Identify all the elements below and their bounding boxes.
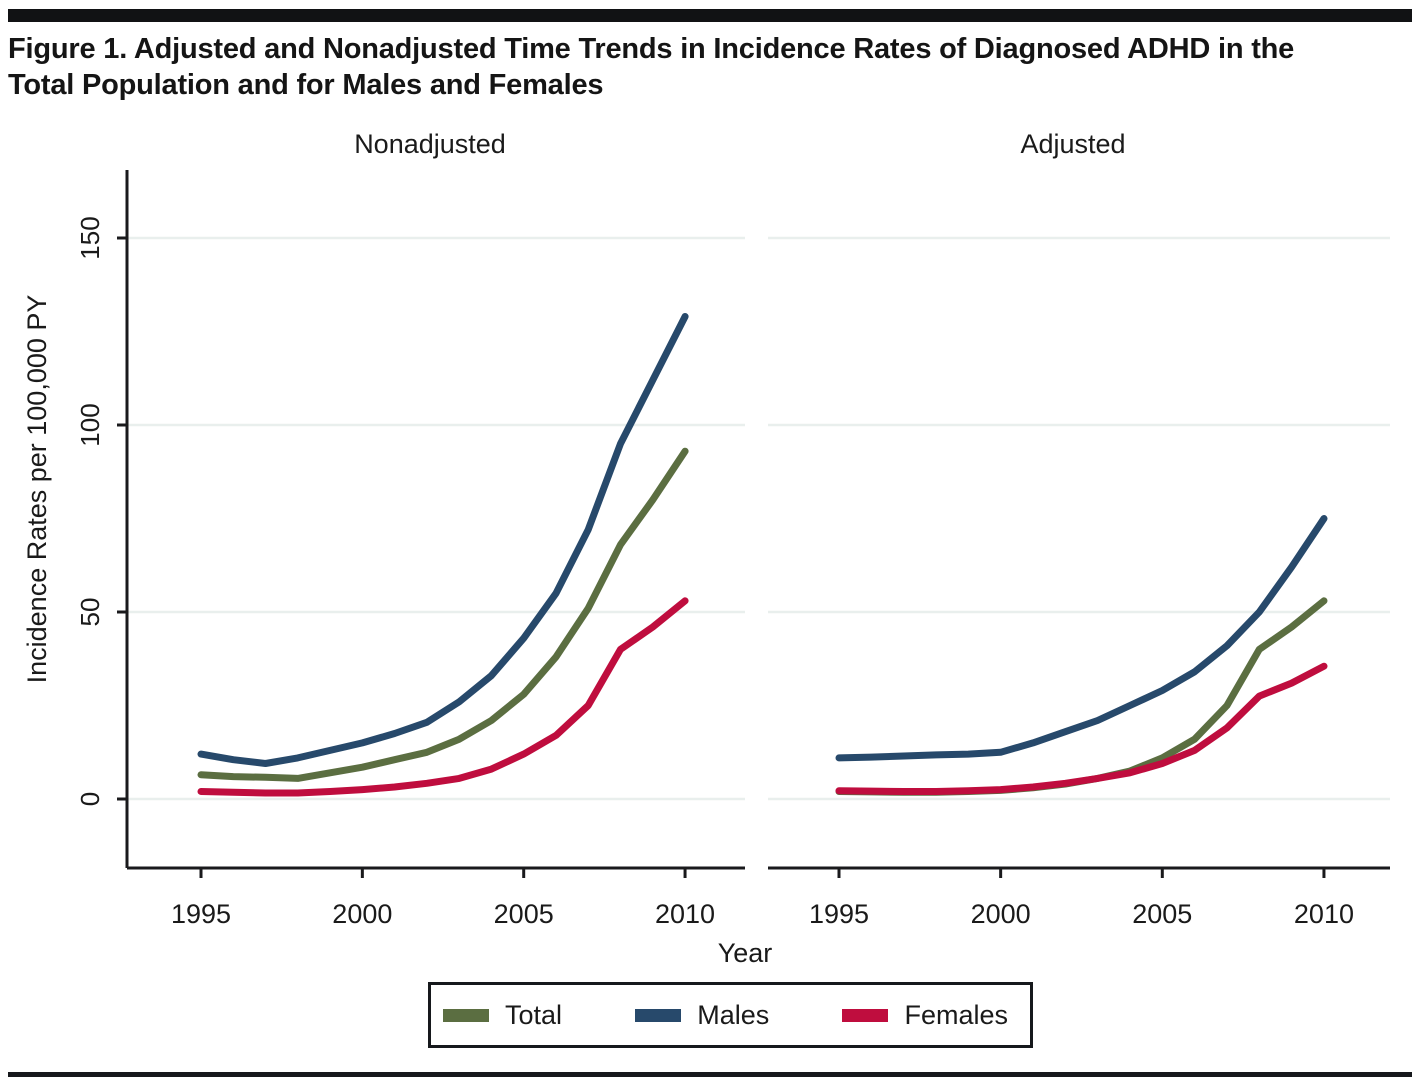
x-tick-label: 2005	[1132, 899, 1192, 929]
y-tick-label: 50	[75, 598, 105, 627]
legend-swatch-total	[443, 1008, 489, 1022]
legend-swatch-females	[842, 1008, 889, 1022]
bottom-rule	[8, 1072, 1412, 1077]
legend-swatch-males	[635, 1008, 682, 1022]
panel-title: Nonadjusted	[354, 129, 506, 159]
legend-entry-males: Males	[635, 1000, 769, 1031]
legend-label-females: Females	[904, 999, 1008, 1030]
y-tick-label: 100	[75, 403, 105, 446]
series-line-total-adjusted	[835, 597, 1328, 796]
x-tick-label: 1995	[809, 899, 869, 929]
series-line-total-nonadjusted	[197, 447, 689, 782]
x-tick-label: 2000	[971, 899, 1031, 929]
x-tick-label: 2005	[494, 899, 554, 929]
x-tick-label: 2010	[655, 899, 715, 929]
y-tick-label: 0	[75, 792, 105, 806]
series-line-females-nonadjusted	[197, 597, 689, 797]
figure-title: Figure 1. Adjusted and Nonadjusted Time …	[8, 33, 1295, 101]
x-tick-label: 2010	[1294, 899, 1354, 929]
legend-label-total: Total	[505, 999, 563, 1030]
legend-label-males: Males	[697, 999, 770, 1030]
series-line-females-adjusted	[835, 662, 1328, 795]
x-tick-label: 1995	[171, 899, 231, 929]
series-line-males-nonadjusted	[197, 313, 689, 767]
legend-entry-total: Total	[443, 1000, 562, 1031]
top-rule	[8, 9, 1412, 22]
y-tick-label: 150	[75, 216, 105, 259]
panel-title: Adjusted	[1020, 129, 1125, 159]
x-axis-title: Year	[717, 938, 773, 968]
x-tick-label: 2000	[332, 899, 392, 929]
y-axis-title: Incidence Rates per 100,000 PY	[22, 295, 52, 684]
legend-entry-females: Females	[842, 1000, 1008, 1031]
series-line-males-adjusted	[835, 515, 1328, 762]
legend: Total Males Females	[428, 982, 1033, 1048]
